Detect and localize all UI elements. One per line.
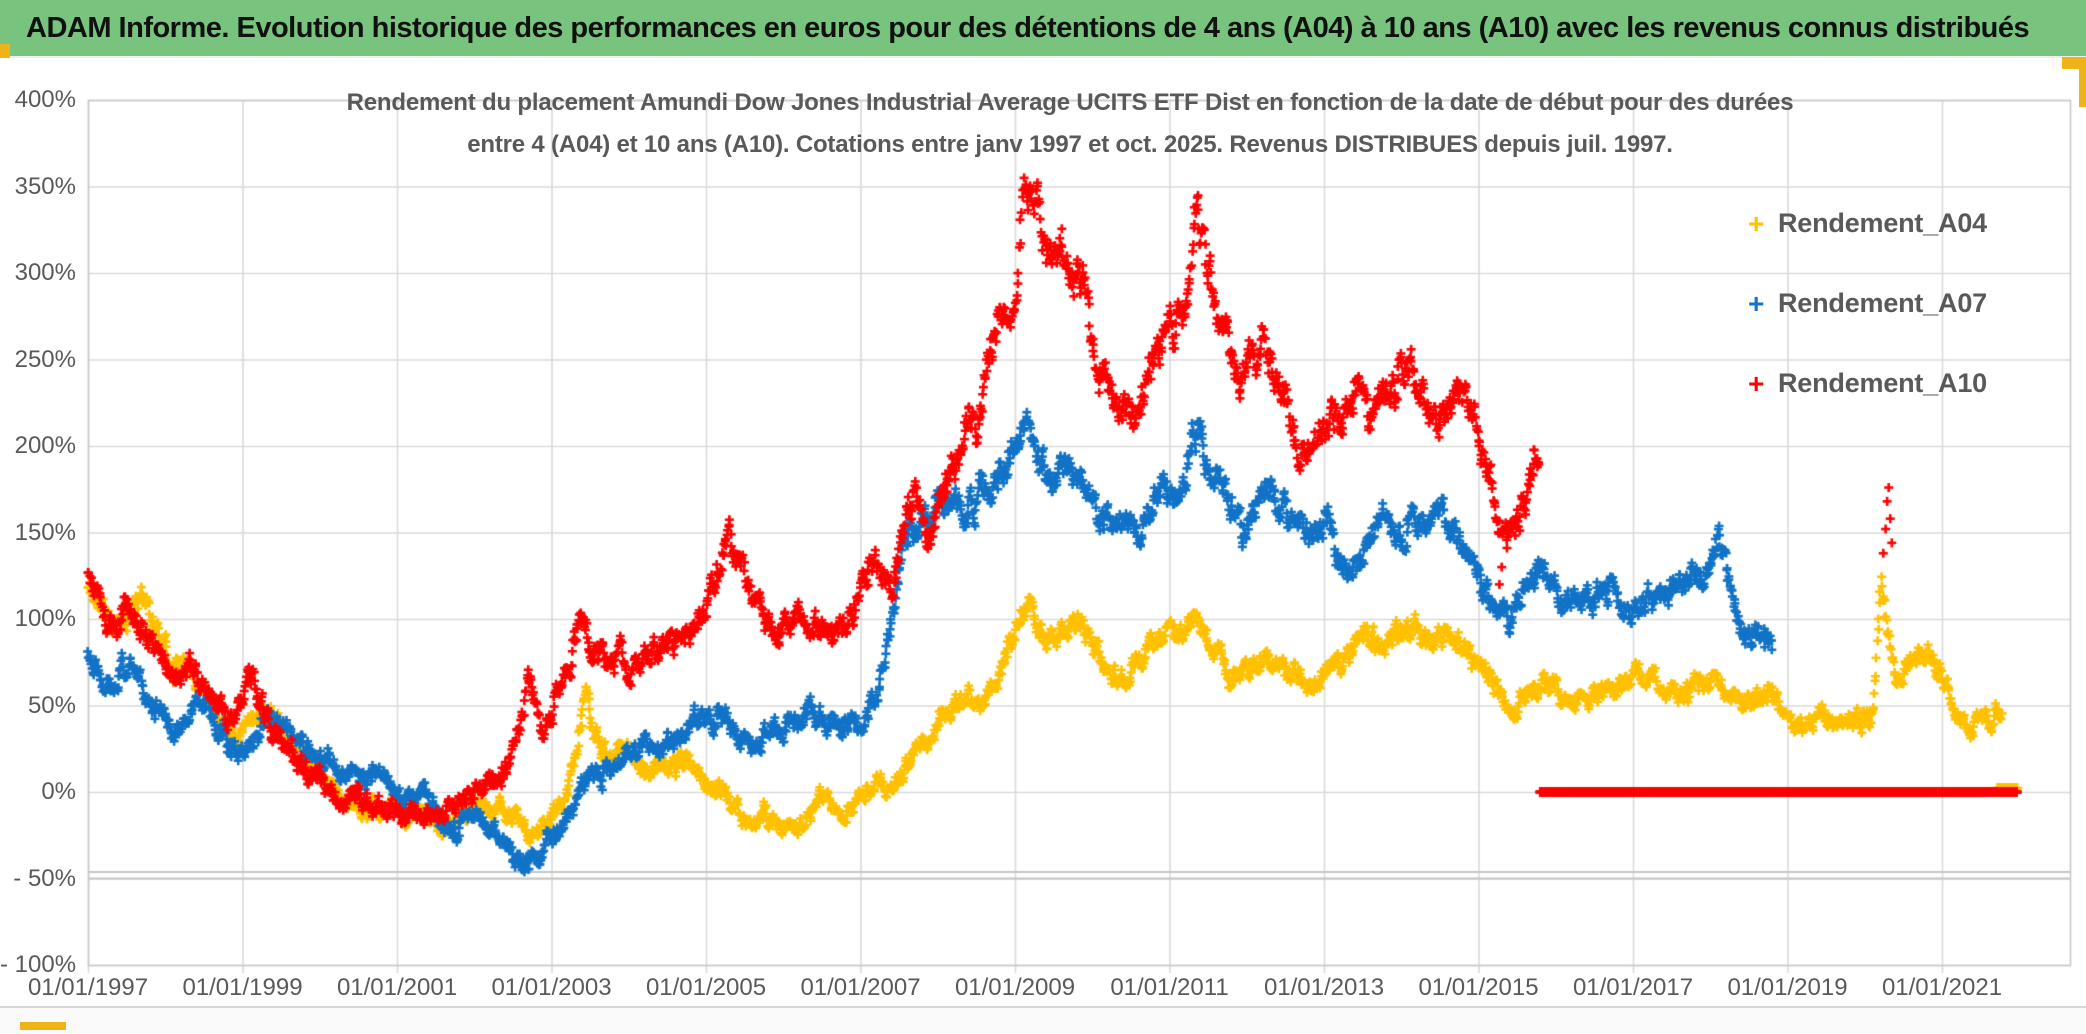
legend-item-a10: + Rendement_A10 (1748, 368, 1987, 399)
y-axis-label: 0% (41, 778, 76, 805)
y-axis-label: 250% (14, 345, 76, 373)
legend-label: Rendement_A07 (1778, 288, 1987, 318)
y-axis-label: 100% (14, 605, 76, 632)
x-axis-label: 01/01/2003 (491, 974, 612, 1001)
y-axis-label: 350% (14, 172, 76, 200)
x-axis-label: 01/01/2013 (1263, 974, 1385, 1001)
x-axis-label: 01/01/1999 (182, 974, 303, 1001)
plus-marker-icon: + (1748, 207, 1765, 239)
x-axis-label: 01/01/2007 (800, 974, 921, 1001)
x-axis-label: 01/01/2017 (1572, 974, 1694, 1001)
y-axis-label: 400% (14, 86, 76, 113)
chart-title-line2: entre 4 (A04) et 10 ans (A10). Cotations… (467, 131, 1673, 158)
chart-title-line1: Rendement du placement Amundi Dow Jones … (346, 89, 1794, 116)
x-axis-label: 01/01/2005 (645, 974, 767, 1001)
bottom-chrome-strip (0, 1006, 2086, 1034)
plus-marker-icon: + (1748, 367, 1765, 399)
chart-title: Rendement du placement Amundi Dow Jones … (190, 82, 1950, 166)
y-axis-label: - 50% (13, 864, 76, 892)
x-axis-label: 01/01/2021 (1881, 974, 2003, 1001)
legend-item-a04: + Rendement_A04 (1748, 208, 1987, 239)
y-axis-label: 200% (14, 432, 76, 459)
plus-marker-icon: + (1748, 287, 1765, 319)
y-axis-label: 50% (27, 691, 76, 719)
x-axis-label: 01/01/2001 (336, 974, 458, 1001)
x-axis-label: 01/01/1997 (27, 974, 149, 1001)
gold-accent-bottom-left (20, 1022, 66, 1030)
x-axis-label: 01/01/2019 (1727, 974, 1848, 1001)
x-axis-label: 01/01/2009 (954, 974, 1076, 1001)
legend-item-a07: + Rendement_A07 (1748, 288, 1987, 319)
y-axis-label: 150% (14, 518, 76, 546)
legend-label: Rendement_A10 (1778, 368, 1987, 398)
x-axis-label: 01/01/2015 (1418, 974, 1539, 1001)
y-axis-label: 300% (14, 259, 76, 286)
y-axis-label: - 100% (0, 951, 77, 978)
x-axis-label: 01/01/2011 (1110, 974, 1229, 1001)
legend-label: Rendement_A04 (1778, 208, 1987, 238)
